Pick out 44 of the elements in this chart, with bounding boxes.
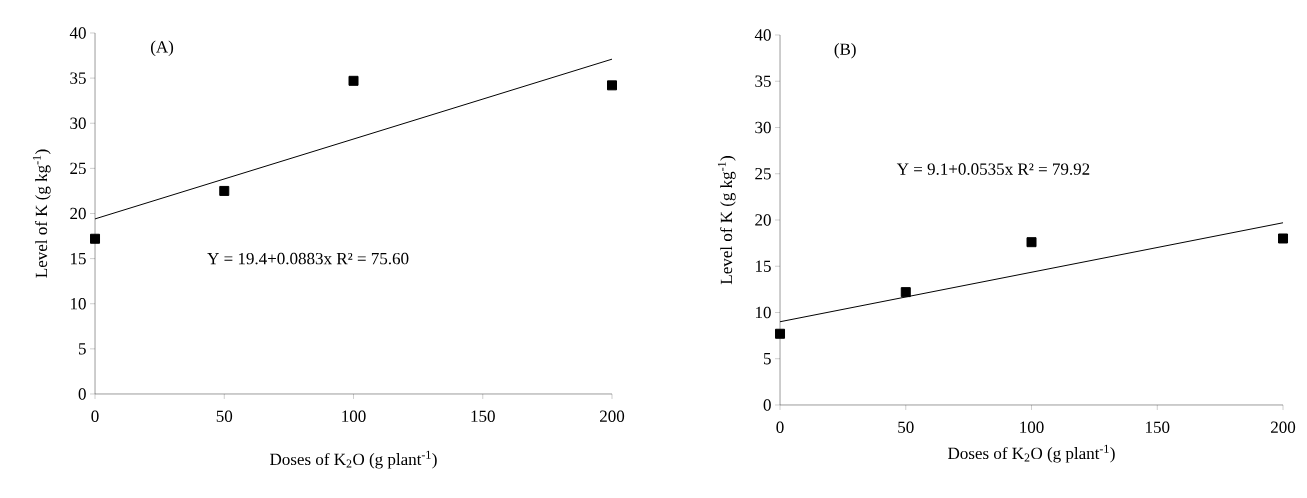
y-tick-label: 15	[756, 260, 771, 272]
y-axis-title: Level of K (g kg$^{-1}$)	[717, 156, 736, 285]
point	[90, 233, 101, 244]
x-tick-label: 0	[91, 410, 99, 422]
y-tick-label: 35	[70, 72, 86, 84]
y-tick-label: 5	[763, 353, 771, 365]
x-tick-label: 50	[216, 410, 233, 422]
point	[1278, 233, 1289, 244]
x-tick-label: 100	[1020, 421, 1044, 433]
y-tick-label: 35	[755, 75, 771, 87]
x-tick-label: 200	[600, 410, 625, 422]
y-tick-label: 0	[763, 399, 771, 411]
x-tick-label: 100	[342, 410, 366, 422]
annotation: Y = 9.1+0.0535x R² = 79.92	[896, 163, 1090, 175]
point	[900, 287, 911, 298]
x-tick-label: 50	[898, 421, 914, 433]
y-tick-label: 5	[78, 343, 86, 355]
y-tick-label: 40	[754, 29, 771, 41]
point	[607, 80, 618, 91]
x-tick-label: 150	[1146, 421, 1170, 433]
x-axis-title: Doses of K$_{2}$O (g plant$^{-1}$)	[948, 444, 1115, 463]
point	[348, 75, 359, 86]
annotation: (B)	[834, 43, 856, 59]
point	[1026, 237, 1037, 248]
point	[219, 185, 230, 196]
y-tick-label: 20	[755, 214, 771, 226]
x-tick-label: 200	[1271, 421, 1296, 433]
y-tick-label: 20	[70, 207, 86, 220]
y-tick-label: 40	[69, 27, 86, 39]
y-tick-label: 15	[71, 252, 86, 265]
y-tick-label: 25	[755, 168, 771, 180]
y-axis-title: Level of K (g kg$^{-1}$)	[32, 149, 51, 278]
y-tick-label: 10	[756, 306, 771, 319]
y-tick-label: 0	[78, 388, 86, 400]
y-tick-label: 10	[71, 297, 86, 310]
x-axis-title: Doses of K$_{2}$O (g plant$^{-1}$)	[270, 450, 437, 469]
y-tick-label: 30	[755, 121, 771, 134]
annotation: (A)	[150, 40, 174, 57]
y-tick-label: 25	[70, 162, 86, 175]
y-tick-label: 30	[70, 117, 86, 129]
x-tick-label: 150	[471, 410, 495, 422]
annotation: Y = 19.4+0.0883x R² = 75.60	[207, 252, 409, 265]
x-tick-label: 0	[776, 421, 784, 433]
point	[775, 328, 786, 339]
